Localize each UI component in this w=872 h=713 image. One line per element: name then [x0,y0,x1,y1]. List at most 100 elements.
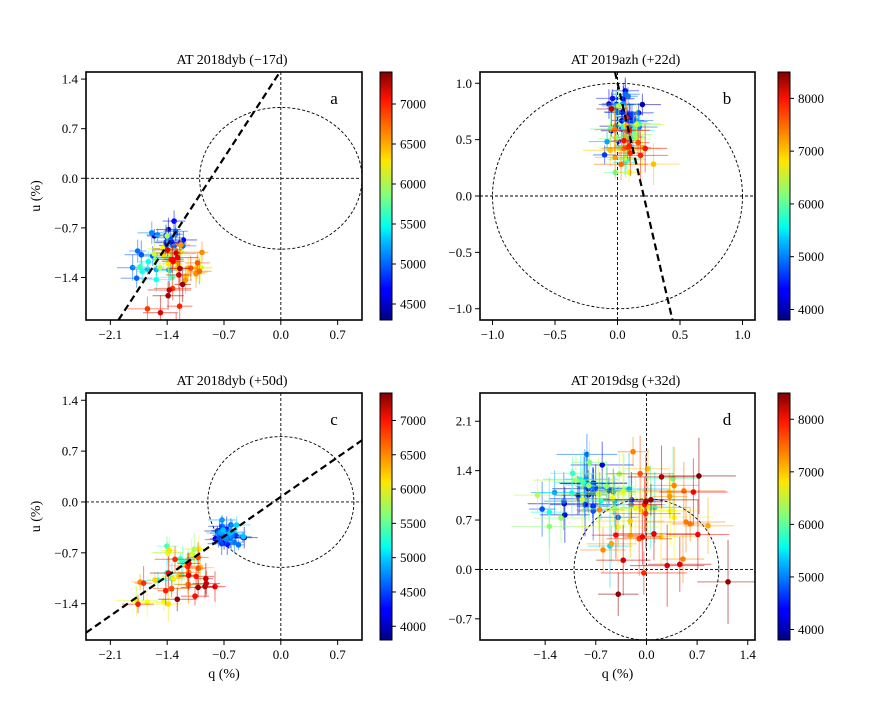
panel-c: −2.1 −1.4 −0.7 0.0 0.7 −1.4 −0.7 0.0 0.7 1.4 AT 20… [29,374,426,682]
data-point [671,506,709,542]
x-axis-label: q (%) [208,667,240,682]
data-point [600,551,687,595]
panel-title: AT 2018dyb (+50d) [176,374,287,389]
panel-a: −2.1 −1.4 −0.7 0.0 0.7 −1.4 −0.7 0.0 0.7 1.4 AT 20… [29,53,426,342]
point-marker [620,489,626,495]
point-marker [192,593,198,599]
colorbar-tick-label: 8000 [798,412,824,427]
colorbar-tick-label: 5000 [400,550,426,565]
x-tick-label: 0.0 [273,327,289,342]
panel-letter: d [723,410,732,429]
point-marker [633,121,640,128]
point-marker [612,154,618,161]
data-point [650,446,699,525]
point-marker [539,506,545,512]
data-point [180,577,216,598]
point-marker [609,95,616,102]
data-point [152,579,191,598]
point-marker [133,275,140,282]
point-marker [188,551,195,557]
point-marker [165,601,172,607]
point-marker [622,155,628,161]
x-tick-label: −0.7 [212,327,236,342]
point-marker [696,473,702,479]
plot-area [86,393,362,640]
x-tick-label: −1.4 [155,647,179,662]
data-point [513,478,562,513]
data-point [625,448,670,489]
data-point [598,572,639,617]
point-marker [600,547,606,553]
data-point [586,525,637,563]
colorbar [777,392,791,641]
colorbar-tick-label: 4500 [400,584,426,599]
panel-letter: c [330,410,338,429]
point-marker [177,265,183,272]
point-marker [157,264,163,271]
y-tick-label: 0.0 [456,562,472,577]
data-point [120,268,153,288]
x-tick-label: −0.7 [584,647,608,662]
plot-frame [479,392,756,641]
y-tick-label: 0.0 [456,189,472,204]
x-tick-label: −0.5 [543,327,567,342]
x-tick-label: −0.7 [212,647,236,662]
y-tick-label: 0.0 [62,494,78,509]
data-point [697,539,755,624]
data-point [161,254,185,269]
point-marker [177,242,184,248]
data-point [603,483,699,516]
point-marker [671,482,677,489]
y-axis-label: u (%) [29,500,44,532]
data-point [571,440,608,484]
point-marker [639,534,646,540]
data-point [579,461,634,511]
data-point [143,295,178,320]
colorbar-tick-label: 7000 [400,413,426,428]
point-marker [635,139,641,146]
point-marker [148,229,155,236]
colorbar [777,71,791,321]
point-marker [135,601,141,607]
colorbar-tick-label: 6500 [400,137,426,152]
colorbar-tick-label: 6000 [400,482,426,497]
point-marker [157,309,164,316]
data-point [613,507,695,561]
point-marker [642,145,648,152]
point-marker [687,521,693,527]
data-point [141,266,172,293]
point-marker [599,462,606,468]
point-marker [625,93,631,100]
data-point [532,454,619,507]
x-tick-label: 0.7 [330,647,347,662]
colorbar-tick-label: 7000 [798,144,824,159]
point-marker [664,562,671,569]
point-marker [154,232,161,238]
point-marker [152,577,158,583]
y-tick-label: −0.5 [448,245,472,260]
point-marker [615,524,621,530]
data-point [613,130,668,181]
x-tick-label: 0.7 [330,327,347,342]
data-point [158,587,197,612]
plot-area [86,72,362,320]
colorbar-tick-label: 4000 [400,619,426,634]
y-tick-label: −0.7 [54,220,78,235]
point-marker [534,492,541,498]
data-point [666,500,730,569]
point-marker [179,281,186,288]
point-marker [666,493,673,500]
data-point [661,437,736,515]
point-marker [185,572,192,579]
point-marker [695,531,701,538]
point-marker [203,575,209,582]
colorbar-tick-label: 5000 [798,569,824,584]
point-marker [173,250,179,256]
point-marker [615,103,622,109]
y-tick-label: 1.0 [456,76,472,91]
colorbar-tick-label: 5000 [798,249,824,264]
data-point [645,446,701,511]
point-marker [235,542,242,548]
point-marker [194,260,201,266]
